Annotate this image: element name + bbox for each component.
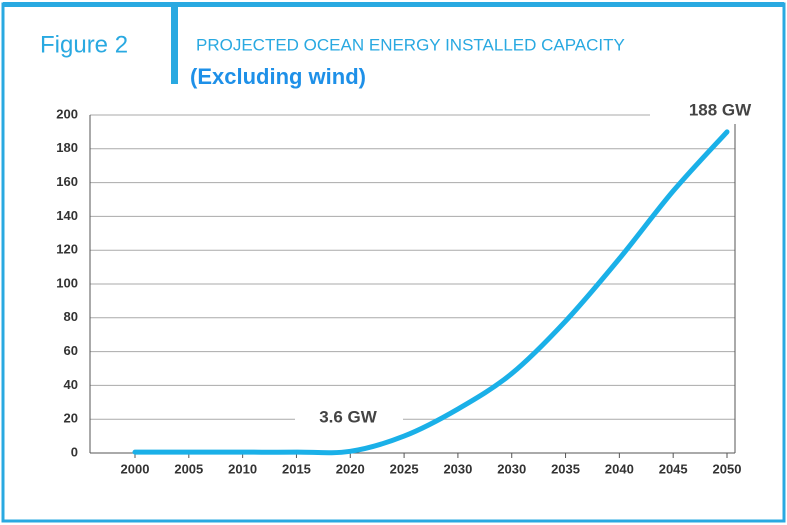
x-tick-label: 2030 <box>497 461 526 476</box>
annotation: 3.6 GW <box>319 407 378 426</box>
x-tick-label: 2045 <box>659 461 688 476</box>
annotation-bg <box>650 100 770 124</box>
y-tick-label: 20 <box>64 411 78 426</box>
chart-subtitle: (Excluding wind) <box>190 64 366 89</box>
x-tick-label: 2005 <box>174 461 203 476</box>
x-tick-label: 2015 <box>282 461 311 476</box>
y-tick-label: 180 <box>56 140 78 155</box>
y-tick-label: 160 <box>56 174 78 189</box>
line <box>132 129 730 456</box>
chart-title: PROJECTED OCEAN ENERGY INSTALLED CAPACIT… <box>196 35 625 54</box>
x-tick-label: 2000 <box>121 461 150 476</box>
x-tick-label: 2035 <box>551 461 580 476</box>
y-tick-label: 0 <box>71 444 78 459</box>
title-bar <box>171 2 178 84</box>
y-tick-label: 100 <box>56 275 78 290</box>
x-tick-label: 2040 <box>605 461 634 476</box>
y-tick-label: 40 <box>64 377 78 392</box>
figure-label: Figure 2 <box>40 31 128 58</box>
annotation-bg <box>295 406 403 430</box>
x-tick-label: 2030 <box>443 461 472 476</box>
x-tick-label: 2025 <box>390 461 419 476</box>
x-tick-label: 2050 <box>713 461 742 476</box>
y-tick-label: 60 <box>64 343 78 358</box>
y-tick-label: 120 <box>56 242 78 257</box>
y-tick-label: 140 <box>56 208 78 223</box>
x-tick-label: 2010 <box>228 461 257 476</box>
y-tick-label: 200 <box>56 106 78 121</box>
x-tick-label: 2020 <box>336 461 365 476</box>
frame-top <box>3 2 784 7</box>
annotation: 188 GW <box>689 100 752 119</box>
y-tick-label: 80 <box>64 309 78 324</box>
